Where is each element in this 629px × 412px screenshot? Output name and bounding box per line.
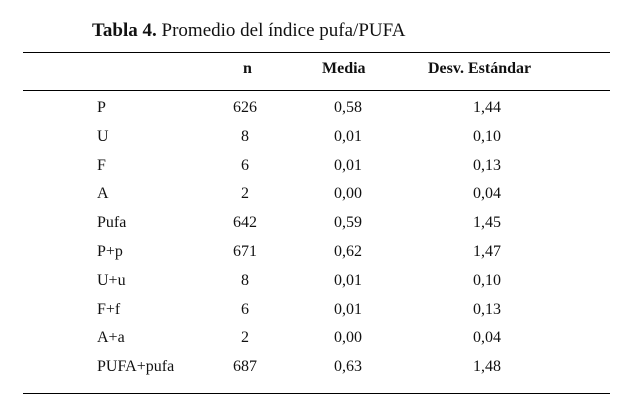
table-row: F+f 6 0,01 0,13 bbox=[0, 298, 629, 327]
table-caption-text: Promedio del índice pufa/PUFA bbox=[156, 20, 406, 41]
cell-n: 2 bbox=[241, 185, 249, 203]
cell-media: 0,01 bbox=[334, 127, 362, 145]
table-row: F 6 0,01 0,13 bbox=[0, 154, 629, 183]
cell-n: 8 bbox=[241, 127, 249, 145]
row-label: P+p bbox=[97, 242, 123, 260]
table-body: P 626 0,58 1,44 U 8 0,01 0,10 F 6 0,01 0… bbox=[0, 96, 629, 384]
cell-desv: 0,13 bbox=[473, 156, 501, 174]
column-header-media: Media bbox=[322, 60, 366, 77]
table-caption: Tabla 4. Promedio del índice pufa/PUFA bbox=[92, 20, 406, 42]
row-label: U bbox=[97, 127, 109, 145]
table-caption-label: Tabla 4. bbox=[92, 20, 157, 41]
row-label: A+a bbox=[97, 329, 125, 347]
table-row: PUFA+pufa 687 0,63 1,48 bbox=[0, 355, 629, 384]
table-header-rule bbox=[23, 90, 610, 91]
column-header-desv-estandar: Desv. Estándar bbox=[428, 60, 532, 77]
cell-desv: 0,04 bbox=[473, 185, 501, 203]
table-row: A 2 0,00 0,04 bbox=[0, 182, 629, 211]
cell-media: 0,00 bbox=[334, 329, 362, 347]
cell-n: 671 bbox=[233, 242, 257, 260]
table-bottom-rule bbox=[23, 393, 610, 394]
table-row: U 8 0,01 0,10 bbox=[0, 125, 629, 154]
row-label: A bbox=[97, 185, 109, 203]
cell-n: 642 bbox=[233, 214, 257, 232]
cell-media: 0,62 bbox=[334, 242, 362, 260]
cell-n: 6 bbox=[241, 300, 249, 318]
cell-media: 0,58 bbox=[334, 99, 362, 116]
cell-media: 0,01 bbox=[334, 156, 362, 174]
row-label: Pufa bbox=[97, 214, 127, 232]
cell-n: 626 bbox=[233, 99, 257, 116]
cell-desv: 0,04 bbox=[473, 329, 501, 347]
cell-media: 0,59 bbox=[334, 214, 362, 232]
cell-desv: 0,10 bbox=[473, 271, 501, 289]
cell-desv: 0,10 bbox=[473, 127, 501, 145]
row-label: F+f bbox=[97, 300, 121, 318]
table-row: P+p 671 0,62 1,47 bbox=[0, 240, 629, 269]
row-label: PUFA+pufa bbox=[97, 358, 175, 376]
cell-media: 0,01 bbox=[334, 300, 362, 318]
cell-desv: 0,13 bbox=[473, 300, 501, 318]
row-label: F bbox=[97, 156, 106, 174]
cell-media: 0,00 bbox=[334, 185, 362, 203]
cell-desv: 1,45 bbox=[473, 214, 501, 232]
cell-desv: 1,47 bbox=[473, 242, 501, 260]
cell-n: 6 bbox=[241, 156, 249, 174]
cell-n: 2 bbox=[241, 329, 249, 347]
cell-media: 0,01 bbox=[334, 271, 362, 289]
cell-desv: 1,48 bbox=[473, 358, 501, 376]
table-top-rule bbox=[23, 52, 610, 53]
cell-media: 0,63 bbox=[334, 358, 362, 376]
table-row: P 626 0,58 1,44 bbox=[0, 96, 629, 125]
table-row: U+u 8 0,01 0,10 bbox=[0, 269, 629, 298]
column-header-n: n bbox=[243, 60, 252, 77]
row-label: U+u bbox=[97, 271, 126, 289]
cell-desv: 1,44 bbox=[473, 99, 501, 116]
cell-n: 687 bbox=[233, 358, 257, 376]
table-row: Pufa 642 0,59 1,45 bbox=[0, 211, 629, 240]
row-label: P bbox=[97, 99, 106, 116]
table-row: A+a 2 0,00 0,04 bbox=[0, 326, 629, 355]
cell-n: 8 bbox=[241, 271, 249, 289]
